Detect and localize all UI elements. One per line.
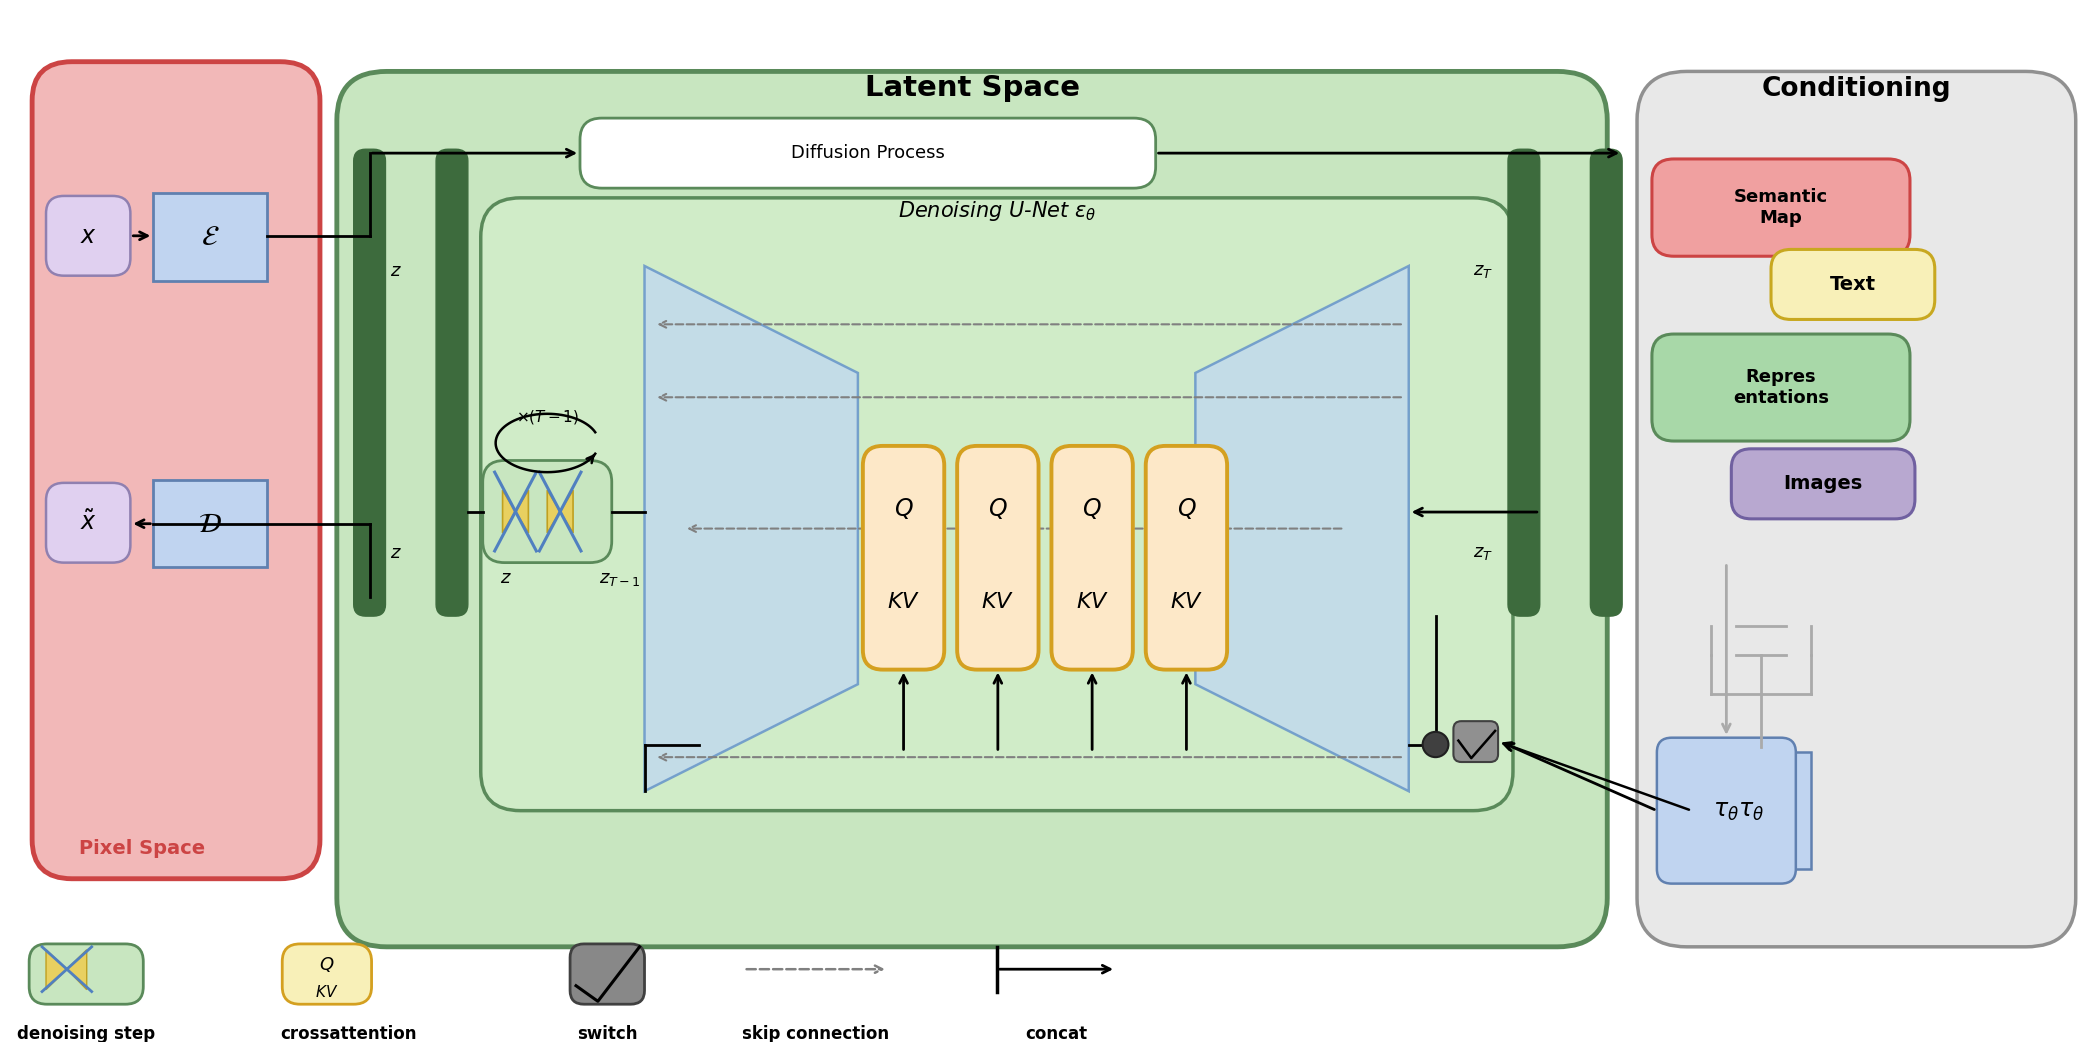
FancyBboxPatch shape xyxy=(1653,159,1910,256)
Text: skip connection: skip connection xyxy=(743,1024,889,1042)
Text: $\tilde{x}$: $\tilde{x}$ xyxy=(79,511,96,536)
Polygon shape xyxy=(1692,752,1812,869)
FancyBboxPatch shape xyxy=(1146,446,1228,670)
Text: Diffusion Process: Diffusion Process xyxy=(791,144,946,163)
Polygon shape xyxy=(548,490,561,532)
FancyBboxPatch shape xyxy=(29,944,142,1004)
Polygon shape xyxy=(46,949,67,990)
Polygon shape xyxy=(644,266,858,791)
Text: Pixel Space: Pixel Space xyxy=(79,840,205,859)
FancyBboxPatch shape xyxy=(958,446,1038,670)
Text: $KV$: $KV$ xyxy=(1075,593,1109,613)
Text: Semantic
Map: Semantic Map xyxy=(1734,189,1828,227)
Polygon shape xyxy=(561,490,573,532)
FancyBboxPatch shape xyxy=(354,149,385,616)
FancyBboxPatch shape xyxy=(579,118,1155,189)
Text: $Q$: $Q$ xyxy=(320,954,335,974)
Text: Images: Images xyxy=(1784,474,1862,493)
Polygon shape xyxy=(502,490,515,532)
Text: denoising step: denoising step xyxy=(17,1024,155,1042)
Text: $z$: $z$ xyxy=(391,544,402,562)
FancyBboxPatch shape xyxy=(1657,738,1795,884)
Text: $\tau_\theta$: $\tau_\theta$ xyxy=(1713,798,1738,822)
Text: $z$: $z$ xyxy=(391,262,402,280)
Text: $\tau_\theta$: $\tau_\theta$ xyxy=(1738,798,1764,822)
FancyBboxPatch shape xyxy=(571,944,644,1004)
Text: $z_T$: $z_T$ xyxy=(1473,544,1494,562)
Text: Repres
entations: Repres entations xyxy=(1732,368,1828,407)
Text: $KV$: $KV$ xyxy=(887,593,920,613)
FancyBboxPatch shape xyxy=(1590,149,1621,616)
Text: $z$: $z$ xyxy=(500,569,510,587)
Text: $Q$: $Q$ xyxy=(1082,496,1102,521)
FancyBboxPatch shape xyxy=(862,446,943,670)
FancyBboxPatch shape xyxy=(481,198,1513,811)
Text: $\mathcal{D}$: $\mathcal{D}$ xyxy=(199,510,222,538)
Polygon shape xyxy=(515,490,529,532)
FancyBboxPatch shape xyxy=(1508,149,1540,616)
Text: switch: switch xyxy=(577,1024,638,1042)
Polygon shape xyxy=(67,949,86,990)
Text: $KV$: $KV$ xyxy=(981,593,1015,613)
FancyBboxPatch shape xyxy=(337,72,1607,947)
Text: Denoising U-Net $\epsilon_\theta$: Denoising U-Net $\epsilon_\theta$ xyxy=(897,199,1096,223)
FancyBboxPatch shape xyxy=(1772,249,1935,320)
Polygon shape xyxy=(153,480,268,568)
Text: Text: Text xyxy=(1830,275,1877,294)
Text: Conditioning: Conditioning xyxy=(1761,76,1952,102)
Text: $z_{T-1}$: $z_{T-1}$ xyxy=(598,570,640,588)
Text: $x$: $x$ xyxy=(79,224,96,248)
FancyBboxPatch shape xyxy=(1052,446,1134,670)
Text: $KV$: $KV$ xyxy=(316,984,339,999)
FancyBboxPatch shape xyxy=(1732,449,1914,519)
Text: crossattention: crossattention xyxy=(280,1024,416,1042)
Text: $z_T$: $z_T$ xyxy=(1473,262,1494,280)
Text: $Q$: $Q$ xyxy=(1176,496,1197,521)
FancyBboxPatch shape xyxy=(1454,721,1498,762)
Text: $\mathcal{E}$: $\mathcal{E}$ xyxy=(201,223,220,251)
FancyBboxPatch shape xyxy=(282,944,372,1004)
FancyBboxPatch shape xyxy=(435,149,469,616)
Text: $KV$: $KV$ xyxy=(1169,593,1203,613)
FancyBboxPatch shape xyxy=(1638,72,2075,947)
FancyBboxPatch shape xyxy=(46,482,130,563)
Text: Latent Space: Latent Space xyxy=(864,74,1079,102)
Circle shape xyxy=(1423,731,1448,758)
FancyBboxPatch shape xyxy=(483,461,611,563)
Text: $Q$: $Q$ xyxy=(893,496,914,521)
Text: concat: concat xyxy=(1025,1024,1088,1042)
FancyBboxPatch shape xyxy=(31,61,320,878)
FancyBboxPatch shape xyxy=(46,196,130,276)
FancyBboxPatch shape xyxy=(1653,334,1910,441)
Polygon shape xyxy=(1195,266,1408,791)
Polygon shape xyxy=(153,193,268,280)
Text: $\times(T-1)$: $\times(T-1)$ xyxy=(517,407,579,426)
Text: $Q$: $Q$ xyxy=(987,496,1008,521)
